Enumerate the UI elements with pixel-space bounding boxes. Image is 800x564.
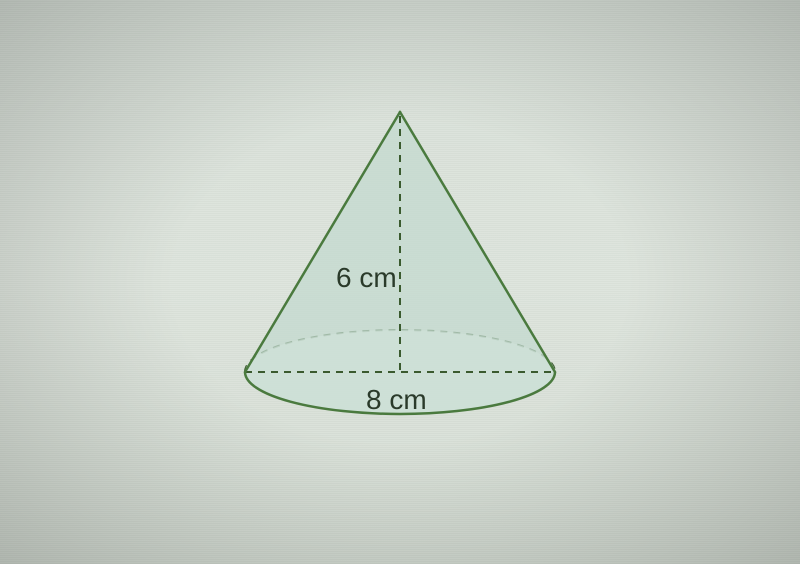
diameter-label: 8 cm: [366, 384, 427, 416]
cone-diagram: 6 cm 8 cm: [190, 72, 610, 492]
cone-svg: [190, 72, 610, 492]
height-label: 6 cm: [336, 262, 397, 294]
